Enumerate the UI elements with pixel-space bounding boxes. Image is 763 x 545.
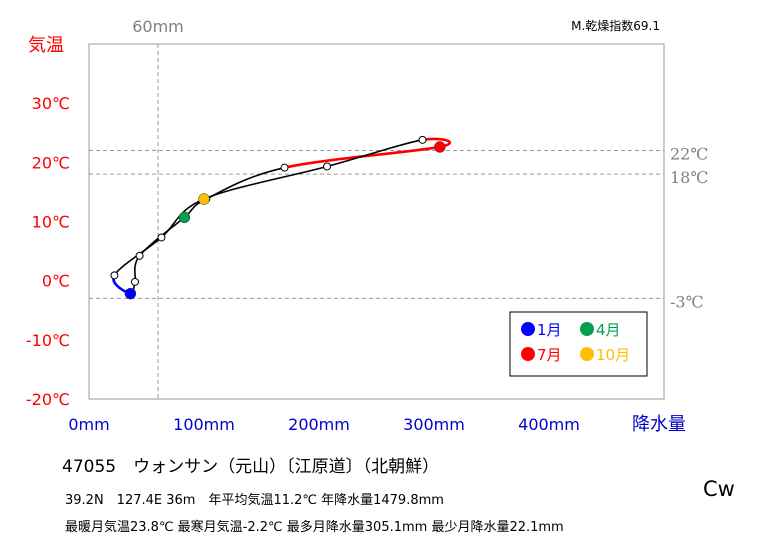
legend-box <box>509 311 648 377</box>
legend-label: 4月 <box>596 321 621 339</box>
station-info-line-2: 最暖月気温23.8℃ 最寒月気温-2.2℃ 最多月降水量305.1mm 最少月降… <box>65 520 564 535</box>
month-point <box>280 163 289 172</box>
axes: -20℃ -10℃ 0℃ 10℃ 20℃ 30℃ 0mm 100mm 200mm 300mm 400… <box>26 35 686 435</box>
x-tick-label: 300mm <box>403 415 465 434</box>
curve-segment <box>203 165 328 200</box>
y-tick-label: 10℃ <box>32 213 70 232</box>
month-point-highlight <box>434 141 446 153</box>
month-point <box>131 277 139 286</box>
reference-label-x: 60mm <box>132 17 184 36</box>
reference-label-y: 22℃ <box>670 145 708 164</box>
month-point <box>157 233 166 242</box>
y-tick-label: 20℃ <box>32 153 70 172</box>
legend-marker <box>580 322 594 336</box>
legend-marker <box>521 347 535 361</box>
y-tick-label: -10℃ <box>26 331 70 350</box>
month-point-highlight <box>178 211 191 224</box>
x-tick-label: 200mm <box>288 415 350 434</box>
aridity-index-label: M.乾燥指数69.1 <box>571 18 660 33</box>
month-point <box>110 271 119 280</box>
x-tick-label: 0mm <box>68 415 109 434</box>
month-points <box>110 135 446 300</box>
y-axis-label: 気温 <box>28 35 64 56</box>
legend-label: 10月 <box>596 346 630 364</box>
reference-lines: 60mm 22℃ 18℃ -3℃ <box>89 17 708 399</box>
station-info-line-1: 39.2N 127.4E 36m 年平均気温11.2℃ 年降水量1479.8mm <box>65 493 444 508</box>
climate-class: Cw <box>703 477 735 501</box>
x-tick-label: 100mm <box>173 415 235 434</box>
y-tick-label: 30℃ <box>32 94 70 113</box>
month-point <box>418 135 427 144</box>
reference-label-y: -3℃ <box>670 292 703 311</box>
legend-marker <box>521 322 535 336</box>
legend-marker <box>580 347 594 361</box>
reference-label-y: 18℃ <box>670 168 708 187</box>
legend-label: 7月 <box>537 346 562 364</box>
month-point <box>135 251 144 260</box>
month-point <box>323 162 332 171</box>
x-axis-label: 降水量 <box>632 414 686 435</box>
y-tick-label: -20℃ <box>26 390 70 409</box>
month-point-highlight <box>124 287 137 300</box>
curve-segment <box>326 139 423 168</box>
curve-segment <box>284 145 441 169</box>
y-tick-label: 0℃ <box>42 272 70 291</box>
climograph: 60mm 22℃ 18℃ -3℃ -20℃ -10℃ 0℃ 10℃ 20℃ 30℃ 0mm 100m… <box>26 17 708 435</box>
curve-segment <box>160 198 205 239</box>
legend-label: 1月 <box>537 321 562 339</box>
month-point-highlight <box>198 193 210 205</box>
legend: 1月 4月 7月 10月 <box>509 311 648 377</box>
station-name: 47055 ウォンサン（元山）〔江原道〕（北朝鮮） <box>62 457 440 477</box>
x-tick-label: 400mm <box>518 415 580 434</box>
